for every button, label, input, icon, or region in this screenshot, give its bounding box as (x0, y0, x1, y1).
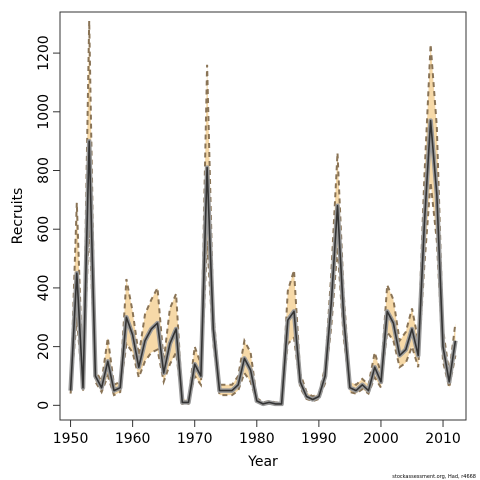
x-axis: 1950 1960 1970 1980 1990 2000 2010 (53, 419, 461, 447)
x-tick-label: 2010 (425, 431, 461, 447)
x-tick-label: 1970 (177, 431, 213, 447)
y-tick-label: 200 (36, 333, 52, 360)
y-tick-label: 600 (36, 216, 52, 243)
x-tick-label: 1990 (301, 431, 337, 447)
x-tick-label: 1980 (239, 431, 275, 447)
y-tick-label: 400 (36, 275, 52, 302)
y-tick-label: 0 (36, 401, 52, 410)
x-tick-label: 2000 (363, 431, 399, 447)
estimate-line (69, 119, 457, 405)
x-tick-label: 1950 (53, 431, 89, 447)
x-axis-title: Year (247, 454, 278, 470)
y-tick-label: 800 (36, 157, 52, 184)
upper-bound-line (69, 20, 457, 404)
y-tick-label: 1000 (36, 94, 52, 130)
y-axis: 0 200 400 600 800 1000 1200 (36, 35, 61, 410)
y-tick-label: 1200 (36, 35, 52, 71)
x-tick-label: 1960 (115, 431, 151, 447)
series-lines (68, 20, 458, 407)
y-axis-title: Recruits (10, 188, 26, 245)
credit-text: stockassessment.org, Had, r4668 (392, 474, 476, 480)
